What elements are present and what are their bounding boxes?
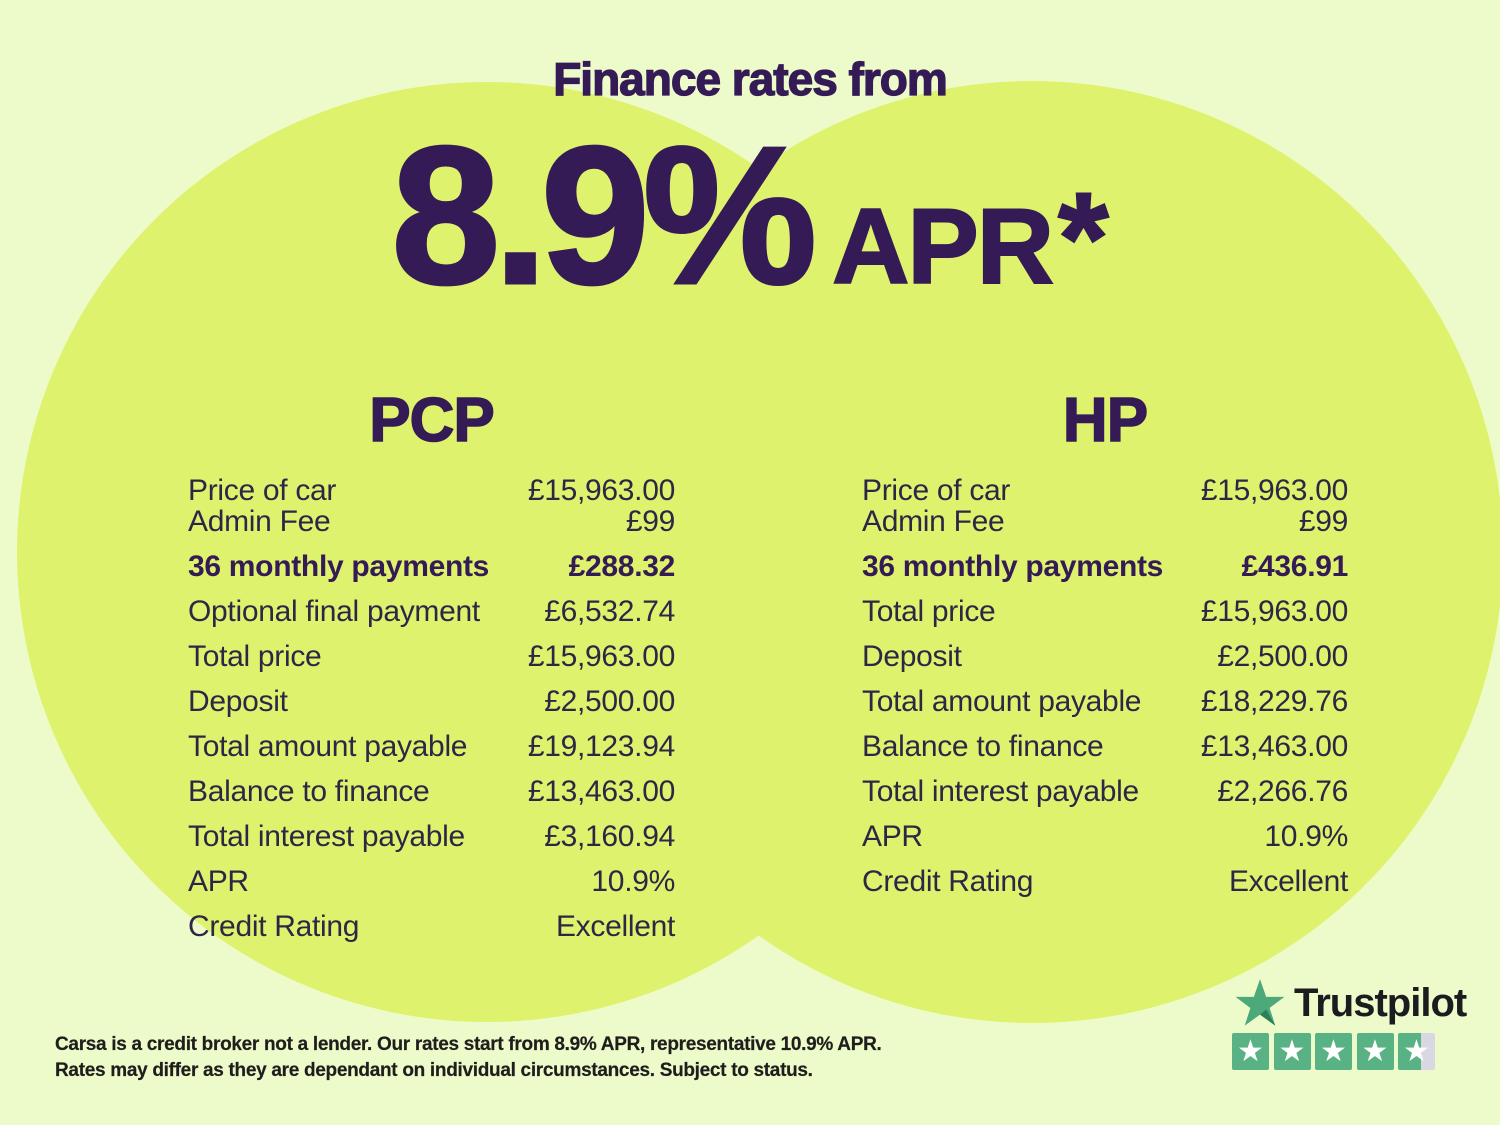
row-label: APR xyxy=(862,820,923,853)
row-label: Price of car xyxy=(862,474,1011,507)
row-value: £3,160.94 xyxy=(544,820,675,853)
table-row: APR 10.9% xyxy=(188,865,675,899)
row-value: Excellent xyxy=(555,910,675,943)
row-value: £99 xyxy=(1298,505,1348,538)
rating-star-box: ★ xyxy=(1315,1033,1352,1070)
disclaimer-line-1: Carsa is a credit broker not a lender. O… xyxy=(55,1034,882,1055)
trustpilot-star-icon xyxy=(1235,979,1285,1026)
row-value: £436.91 xyxy=(1241,550,1349,583)
pcp-column-heading: PCP xyxy=(369,385,496,456)
row-label: Total interest payable xyxy=(862,775,1139,808)
table-row: Balance to finance £13,463.00 xyxy=(862,730,1348,764)
table-row: Credit Rating Excellent xyxy=(188,910,675,944)
rating-star-box: ★ xyxy=(1356,1033,1394,1070)
row-label: Credit Rating xyxy=(862,865,1034,898)
row-label: Total price xyxy=(862,595,996,628)
table-row: APR 10.9% xyxy=(862,820,1348,854)
row-value: 10.9% xyxy=(1264,820,1348,853)
row-label: Deposit xyxy=(862,640,962,673)
rating-star-box-partial: ★ xyxy=(1398,1033,1435,1070)
table-row: Balance to finance £13,463.00 xyxy=(188,775,675,809)
row-value: £15,963.00 xyxy=(527,640,675,673)
table-row-highlight: 36 monthly payments £436.91 xyxy=(862,550,1348,584)
rating-star-box: ★ xyxy=(1232,1033,1269,1070)
headline-rate: 8.9% APR * xyxy=(0,106,1500,325)
star-icon: ★ xyxy=(1403,1035,1430,1068)
trustpilot-wordmark: Trustpilot xyxy=(1294,980,1467,1025)
row-label: 36 monthly payments xyxy=(862,550,1164,583)
row-label: Total amount payable xyxy=(188,730,468,763)
trustpilot-rating: ★ ★ ★ ★ ★ xyxy=(1232,1033,1435,1070)
row-value: £2,266.76 xyxy=(1217,775,1348,808)
table-row: Price of car £15,963.00 xyxy=(188,474,675,508)
table-row: Credit Rating Excellent xyxy=(862,865,1348,899)
hp-table: Price of car £15,963.00 Admin Fee £99 36… xyxy=(862,474,1348,899)
row-label: Credit Rating xyxy=(188,910,360,943)
legal-disclaimer: Carsa is a credit broker not a lender. O… xyxy=(55,1032,882,1084)
row-value: £15,963.00 xyxy=(1200,595,1348,628)
star-icon: ★ xyxy=(1278,1035,1306,1068)
row-value: £6,532.74 xyxy=(544,595,675,628)
rating-star-box: ★ xyxy=(1273,1033,1311,1070)
row-label: Balance to finance xyxy=(862,730,1104,763)
star-icon: ★ xyxy=(1361,1035,1389,1068)
row-label: 36 monthly payments xyxy=(188,550,490,583)
row-value: £13,463.00 xyxy=(1200,730,1348,763)
table-row: Total amount payable £18,229.76 xyxy=(862,685,1348,719)
row-label: Balance to finance xyxy=(188,775,430,808)
hp-column-heading: HP xyxy=(1062,385,1149,456)
row-label: Admin Fee xyxy=(862,505,1005,538)
rate-unit: APR xyxy=(831,186,1055,306)
row-label: APR xyxy=(188,865,249,898)
row-label: Deposit xyxy=(188,685,288,718)
row-label: Total interest payable xyxy=(188,820,465,853)
table-row: Deposit £2,500.00 xyxy=(862,640,1348,674)
table-row: Admin Fee £99 xyxy=(862,505,1348,539)
row-value: £18,229.76 xyxy=(1200,685,1348,718)
row-label: Price of car xyxy=(188,474,337,507)
star-icon: ★ xyxy=(1237,1035,1264,1068)
row-value: £288.32 xyxy=(568,550,676,583)
pcp-table: Price of car £15,963.00 Admin Fee £99 36… xyxy=(188,474,675,944)
row-label: Total amount payable xyxy=(862,685,1142,718)
table-row: Deposit £2,500.00 xyxy=(188,685,675,719)
row-value: £13,463.00 xyxy=(527,775,675,808)
page-title: Finance rates from xyxy=(553,52,949,105)
row-label: Optional final payment xyxy=(188,595,480,628)
row-value: £15,963.00 xyxy=(1200,474,1348,507)
trustpilot-logo: Trustpilot xyxy=(1234,977,1467,1029)
row-label: Total price xyxy=(188,640,322,673)
table-row: Optional final payment £6,532.74 xyxy=(188,595,675,629)
star-icon: ★ xyxy=(1320,1035,1347,1068)
row-value: £2,500.00 xyxy=(1217,640,1348,673)
row-label: Admin Fee xyxy=(188,505,331,538)
row-value: £99 xyxy=(625,505,675,538)
rate-value: 8.9% xyxy=(390,106,819,325)
table-row-highlight: 36 monthly payments £288.32 xyxy=(188,550,675,584)
right-circle-background xyxy=(561,81,1500,1023)
table-row: Total price £15,963.00 xyxy=(188,640,675,674)
row-value: £19,123.94 xyxy=(527,730,675,763)
row-value: Excellent xyxy=(1228,865,1348,898)
table-row: Admin Fee £99 xyxy=(188,505,675,539)
table-row: Total interest payable £3,160.94 xyxy=(188,820,675,854)
table-row: Price of car £15,963.00 xyxy=(862,474,1348,508)
asterisk-footnote-marker: * xyxy=(1057,165,1110,311)
table-row: Total amount payable £19,123.94 xyxy=(188,730,675,764)
row-value: £2,500.00 xyxy=(544,685,675,718)
row-value: £15,963.00 xyxy=(527,474,675,507)
row-value: 10.9% xyxy=(591,865,675,898)
table-row: Total interest payable £2,266.76 xyxy=(862,775,1348,809)
disclaimer-line-2: Rates may differ as they are dependant o… xyxy=(55,1060,813,1081)
table-row: Total price £15,963.00 xyxy=(862,595,1348,629)
